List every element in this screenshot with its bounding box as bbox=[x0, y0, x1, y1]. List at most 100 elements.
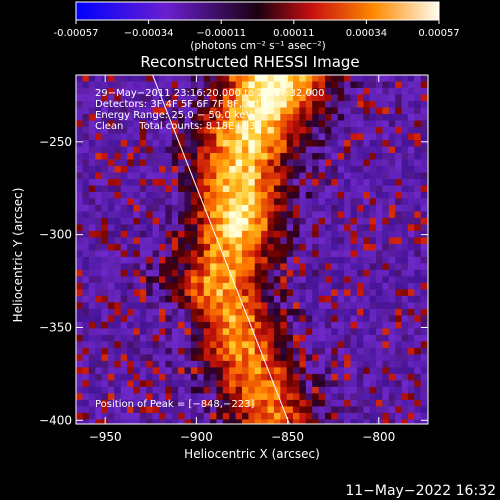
heatmap-cell bbox=[261, 243, 269, 251]
heatmap-cell bbox=[146, 243, 154, 251]
heatmap-cell bbox=[222, 217, 230, 225]
heatmap-cell bbox=[152, 354, 160, 362]
heatmap-cell bbox=[382, 282, 390, 290]
heatmap-cell bbox=[127, 198, 135, 206]
heatmap-cell bbox=[420, 185, 428, 193]
heatmap-cell bbox=[273, 230, 281, 238]
heatmap-cell bbox=[178, 198, 186, 206]
heatmap-cell bbox=[197, 380, 205, 388]
heatmap-cell bbox=[267, 250, 275, 258]
heatmap-cell bbox=[114, 75, 122, 83]
heatmap-cell bbox=[229, 269, 237, 277]
heatmap-cell bbox=[159, 295, 166, 303]
heatmap-cell bbox=[305, 367, 313, 375]
heatmap-cell bbox=[356, 256, 364, 264]
heatmap-cell bbox=[216, 140, 224, 148]
heatmap-cell bbox=[222, 308, 230, 316]
heatmap-cell bbox=[286, 347, 294, 355]
heatmap-cell bbox=[388, 237, 396, 245]
heatmap-cell bbox=[434, 218, 441, 225]
heatmap-cell bbox=[120, 101, 128, 109]
heatmap-cell bbox=[82, 412, 90, 420]
heatmap-cell bbox=[235, 347, 243, 355]
heatmap-cell bbox=[350, 243, 358, 251]
heatmap-cell bbox=[76, 133, 83, 141]
heatmap-cell bbox=[305, 94, 313, 102]
heatmap-cell bbox=[382, 315, 390, 323]
heatmap-cell bbox=[197, 334, 205, 342]
heatmap-cell bbox=[203, 282, 211, 290]
heatmap-cell bbox=[139, 224, 147, 232]
heatmap-cell bbox=[133, 120, 141, 128]
heatmap-cell bbox=[331, 250, 339, 258]
heatmap-cell bbox=[235, 406, 243, 414]
heatmap-cell bbox=[82, 334, 90, 342]
heatmap-cell bbox=[146, 347, 154, 355]
heatmap-cell bbox=[273, 419, 281, 424]
heatmap-cell bbox=[388, 354, 396, 362]
heatmap-cell bbox=[121, 426, 128, 433]
heatmap-cell bbox=[434, 380, 441, 387]
heatmap-cell bbox=[133, 419, 141, 424]
heatmap-cell bbox=[152, 399, 160, 407]
heatmap-cell bbox=[407, 308, 415, 316]
heatmap-cells bbox=[76, 75, 441, 433]
heatmap-cell bbox=[88, 179, 96, 187]
heatmap-cell bbox=[267, 308, 275, 316]
heatmap-cell bbox=[101, 321, 109, 329]
heatmap-cell bbox=[146, 354, 154, 362]
heatmap-cell bbox=[139, 166, 147, 174]
heatmap-cell bbox=[171, 276, 179, 284]
heatmap-cell bbox=[363, 347, 371, 355]
heatmap-cell bbox=[222, 367, 230, 375]
heatmap-cell bbox=[76, 224, 83, 232]
heatmap-cell bbox=[254, 406, 262, 414]
heatmap-cell bbox=[95, 393, 103, 401]
heatmap-cell bbox=[414, 256, 422, 264]
heatmap-cell bbox=[216, 153, 224, 161]
heatmap-cell bbox=[407, 230, 415, 238]
heatmap-cell bbox=[312, 224, 320, 232]
heatmap-cell bbox=[184, 419, 192, 424]
heatmap-cell bbox=[120, 373, 128, 381]
heatmap-cell bbox=[331, 230, 339, 238]
heatmap-cell bbox=[101, 250, 109, 258]
heatmap-cell bbox=[95, 185, 103, 193]
annotation-block: 29−May−2011 23:16:20.000 to 23:17:32.000… bbox=[95, 88, 325, 410]
heatmap-cell bbox=[420, 399, 428, 407]
heatmap-cell bbox=[369, 406, 377, 414]
heatmap-cell bbox=[133, 399, 141, 407]
heatmap-cell bbox=[369, 159, 377, 167]
heatmap-cell bbox=[325, 393, 332, 401]
heatmap-cell bbox=[344, 380, 352, 388]
heatmap-cell bbox=[305, 185, 313, 193]
heatmap-cell bbox=[152, 412, 160, 420]
heatmap-cell bbox=[318, 153, 326, 161]
heatmap-cell bbox=[152, 211, 160, 219]
heatmap-cell bbox=[331, 159, 339, 167]
heatmap-cell bbox=[165, 367, 173, 375]
heatmap-cell bbox=[267, 347, 275, 355]
heatmap-cell bbox=[222, 127, 230, 135]
heatmap-cell bbox=[420, 360, 428, 368]
heatmap-cell bbox=[318, 354, 326, 362]
heatmap-cell bbox=[273, 334, 281, 342]
heatmap-cell bbox=[350, 81, 358, 89]
heatmap-cell bbox=[242, 328, 249, 336]
heatmap-cell bbox=[82, 256, 90, 264]
heatmap-cell bbox=[178, 354, 186, 362]
heatmap-cell bbox=[356, 217, 364, 225]
heatmap-cell bbox=[395, 81, 403, 89]
heatmap-cell bbox=[382, 393, 390, 401]
heatmap-cell bbox=[286, 81, 294, 89]
heatmap-cell bbox=[235, 315, 243, 323]
heatmap-cell bbox=[203, 140, 211, 148]
heatmap-cell bbox=[286, 230, 294, 238]
heatmap-cell bbox=[178, 295, 186, 303]
heatmap-cell bbox=[388, 204, 396, 212]
heatmap-cell bbox=[312, 328, 320, 336]
heatmap-cell bbox=[159, 179, 166, 187]
heatmap-cell bbox=[95, 107, 103, 115]
heatmap-cell bbox=[159, 172, 166, 180]
heatmap-cell bbox=[344, 321, 352, 329]
